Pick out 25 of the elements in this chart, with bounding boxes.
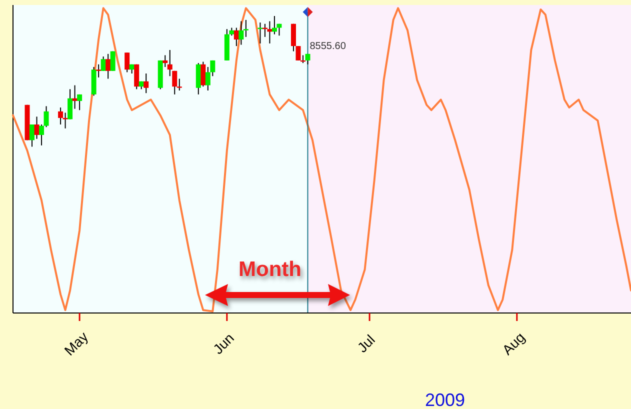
candlestick — [144, 73, 149, 94]
x-axis-title: 2009 — [424, 390, 466, 409]
candlestick — [243, 19, 248, 38]
x-tick-label: Jul — [354, 331, 378, 356]
candlestick — [110, 50, 116, 72]
annotation: 8555.60 — [310, 40, 346, 52]
candlestick — [58, 106, 64, 125]
candlestick — [162, 54, 168, 68]
candlestick — [39, 124, 44, 146]
x-tick-label: Aug — [498, 328, 528, 358]
candlestick — [176, 78, 182, 91]
candlestick — [62, 112, 68, 129]
candlestick — [134, 64, 140, 90]
candlestick — [196, 62, 201, 95]
candlestick — [200, 61, 206, 88]
candlestick — [100, 56, 106, 72]
candlestick — [238, 20, 244, 46]
candlestick — [106, 53, 111, 80]
candlestick — [124, 52, 130, 73]
candlestick — [96, 64, 102, 78]
text: Month — [238, 258, 302, 281]
candlestick — [44, 106, 49, 128]
candlestick — [30, 124, 35, 148]
x-tick-label: Jun — [210, 330, 238, 358]
x-tick-label: May — [61, 328, 92, 358]
